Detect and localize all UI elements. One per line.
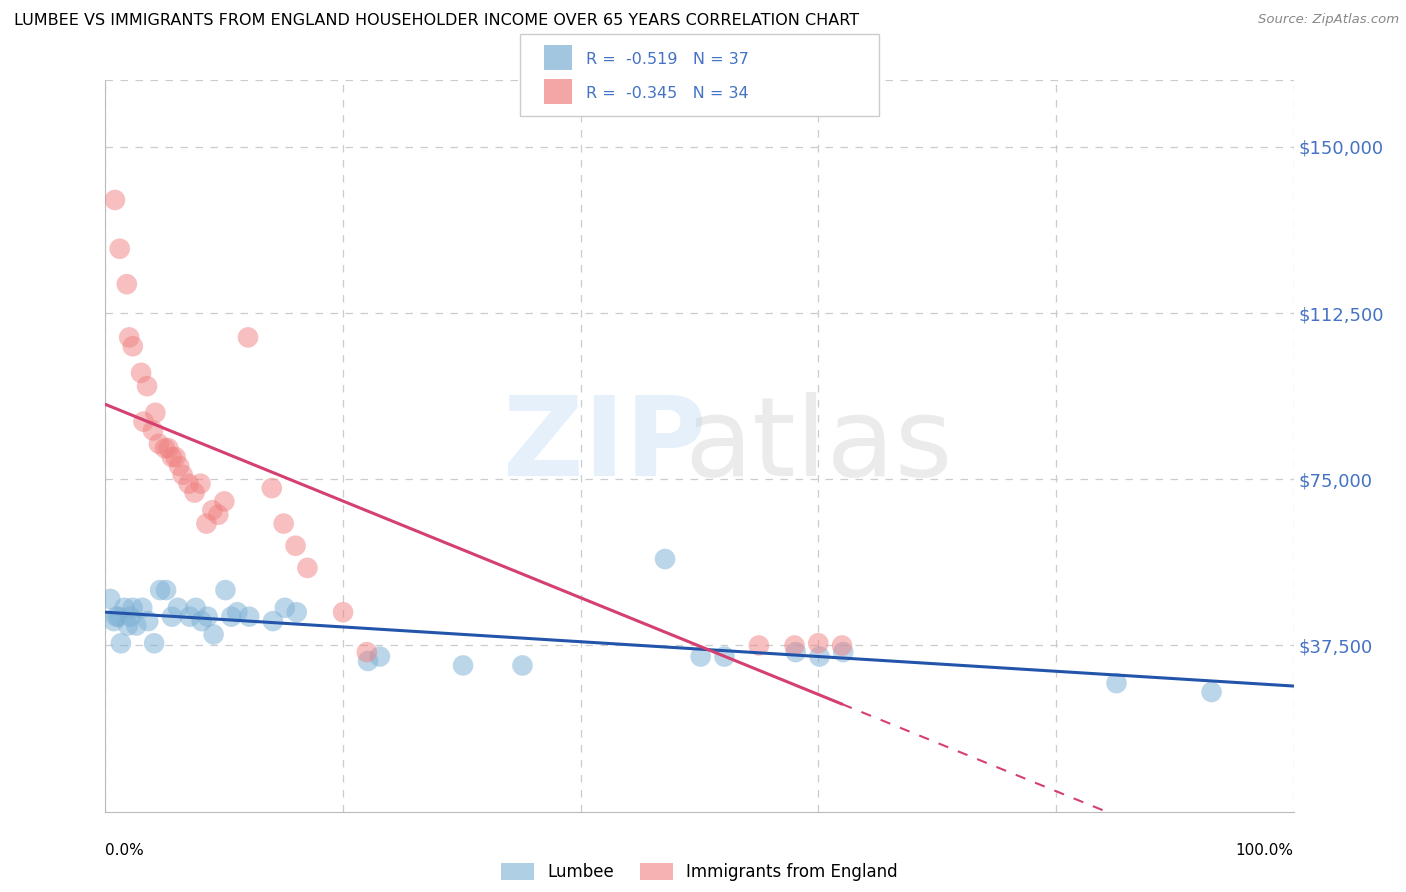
Point [236,330,259,344]
Point [143,406,166,420]
Point [177,476,200,491]
Point [142,424,165,438]
Point [103,614,125,628]
Text: R =  -0.345   N = 34: R = -0.345 N = 34 [586,86,749,101]
Point [172,467,194,482]
Point [214,583,236,598]
Point [332,605,354,619]
Point [195,516,218,531]
Point [153,441,176,455]
Point [108,242,131,256]
Point [165,450,187,464]
Text: 0.0%: 0.0% [105,843,145,858]
Point [807,636,830,650]
Point [783,639,806,653]
Point [512,658,534,673]
Point [148,437,170,451]
Point [183,485,205,500]
Point [654,552,676,566]
Point [368,649,391,664]
Point [1105,676,1128,690]
Point [104,193,127,207]
Point [136,379,159,393]
Point [285,605,308,619]
Text: atlas: atlas [685,392,952,500]
Point [451,658,474,673]
Text: R =  -0.519   N = 37: R = -0.519 N = 37 [586,52,749,67]
Point [808,649,831,664]
Point [190,614,212,628]
Point [160,609,183,624]
Point [297,561,319,575]
Point [129,366,152,380]
Point [202,627,225,641]
Point [260,481,283,495]
Text: LUMBEE VS IMMIGRANTS FROM ENGLAND HOUSEHOLDER INCOME OVER 65 YEARS CORRELATION C: LUMBEE VS IMMIGRANTS FROM ENGLAND HOUSEH… [14,13,859,29]
Point [274,600,297,615]
Point [190,476,212,491]
Legend: Lumbee, Immigrants from England: Lumbee, Immigrants from England [495,856,904,888]
Point [121,600,143,615]
Point [125,618,148,632]
Point [262,614,284,628]
Point [357,654,380,668]
Point [832,645,855,659]
Point [167,600,190,615]
Point [117,618,139,632]
Point [1201,685,1223,699]
Text: Source: ZipAtlas.com: Source: ZipAtlas.com [1258,13,1399,27]
Point [118,330,141,344]
Point [197,609,219,624]
Text: 100.0%: 100.0% [1236,843,1294,858]
Point [167,458,190,473]
Point [132,415,155,429]
Point [155,583,177,598]
Point [748,639,770,653]
Point [160,450,183,464]
Point [785,645,807,659]
Point [238,609,260,624]
Point [120,609,142,624]
Point [713,649,735,664]
Point [105,609,128,624]
Point [143,636,166,650]
Point [214,494,236,508]
Point [121,339,143,353]
Point [98,591,121,606]
Point [201,503,224,517]
Point [114,600,136,615]
Point [107,609,129,624]
Point [157,441,180,455]
Point [110,636,132,650]
Point [115,277,138,292]
Point [136,614,159,628]
Point [207,508,229,522]
Point [221,609,243,624]
Point [284,539,307,553]
Point [831,639,853,653]
Point [179,609,201,624]
Point [149,583,172,598]
Text: ZIP: ZIP [503,392,706,500]
Point [356,645,378,659]
Point [226,605,249,619]
Point [689,649,711,664]
Point [131,600,153,615]
Point [273,516,295,531]
Point [184,600,207,615]
